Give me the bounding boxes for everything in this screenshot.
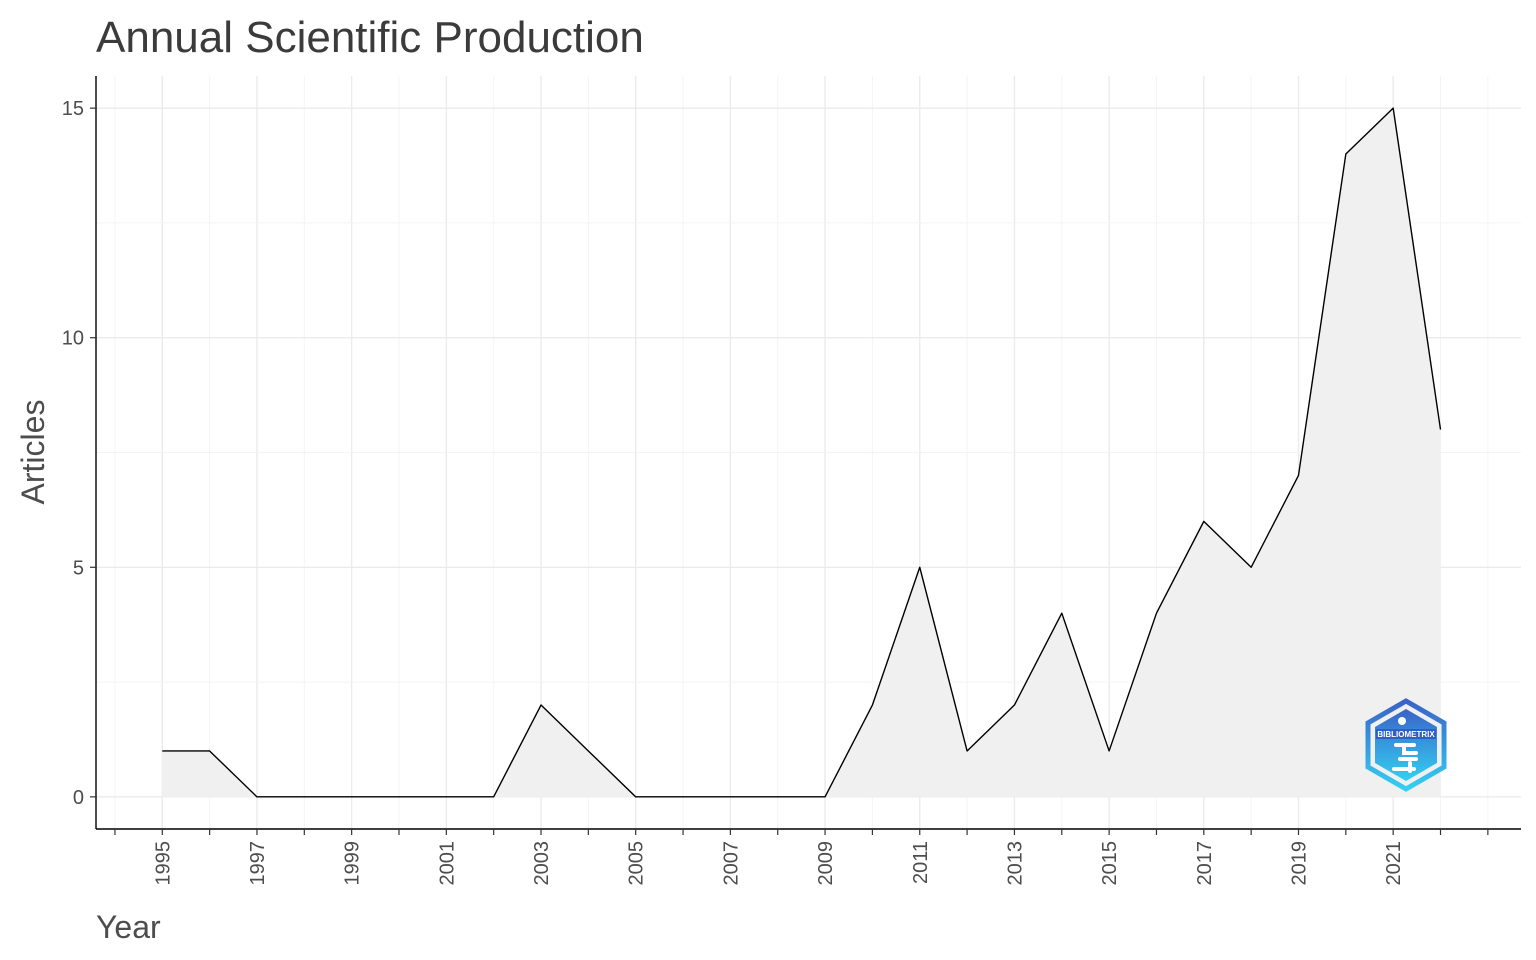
y-tick-label: 10 bbox=[62, 328, 84, 350]
x-tick-label: 2005 bbox=[626, 841, 648, 886]
x-tick-label: 1999 bbox=[342, 841, 364, 886]
y-tick-label: 15 bbox=[62, 98, 84, 120]
x-tick-label: 2019 bbox=[1288, 841, 1310, 886]
series-line bbox=[162, 107, 1442, 798]
x-tick-label: 2021 bbox=[1383, 841, 1405, 886]
x-tick-label: 2015 bbox=[1099, 841, 1121, 886]
x-tick-label: 2017 bbox=[1194, 841, 1216, 886]
x-tick-label: 2003 bbox=[531, 841, 553, 886]
x-tick-label: 1995 bbox=[152, 841, 174, 886]
x-tick-label: 2001 bbox=[436, 841, 458, 886]
y-axis-title: Articles bbox=[15, 400, 51, 505]
bibliometrix-logo: BIBLIOMETRIX bbox=[1365, 698, 1447, 792]
axes bbox=[90, 76, 1521, 835]
x-tick-label: 1997 bbox=[247, 841, 269, 886]
x-tick-label: 2007 bbox=[720, 841, 742, 886]
x-tick-label: 2011 bbox=[910, 841, 932, 884]
logo-text: BIBLIOMETRIX bbox=[1377, 730, 1435, 739]
chart-title: Annual Scientific Production bbox=[96, 13, 644, 62]
x-axis-title: Year bbox=[96, 909, 161, 945]
series-area bbox=[162, 108, 1441, 797]
x-tick-label: 2009 bbox=[815, 841, 837, 886]
y-tick-label: 5 bbox=[73, 557, 84, 579]
x-tick-label: 2013 bbox=[1004, 841, 1026, 886]
y-tick-label: 0 bbox=[73, 787, 84, 809]
plot-area bbox=[162, 107, 1442, 798]
tick-labels: 1995 1997 1999 2001 2003 2005 2007 2009 2011 2013… bbox=[62, 98, 1405, 885]
